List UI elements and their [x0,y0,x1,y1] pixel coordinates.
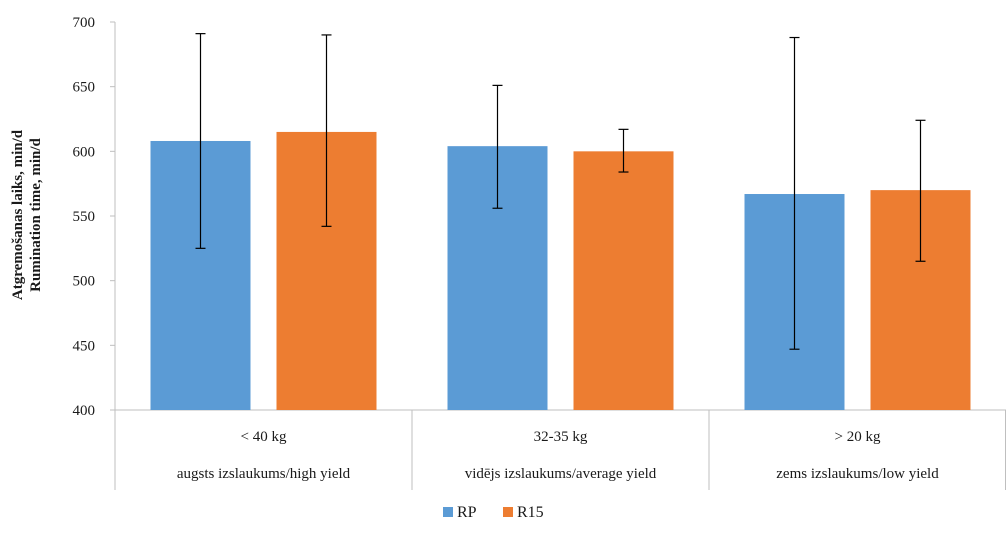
legend-label-r15: R15 [517,504,544,521]
y-axis-label-line-2: Rumination time, min/d [28,137,44,291]
legend: RP R15 [443,504,544,521]
category-group-label: zems izslaukums/low yield [776,466,939,482]
y-axis-label-line-1: Atgremošanas laiks, min/d [10,129,26,300]
legend-swatch-r15 [503,507,513,517]
category-range-label: < 40 kg [241,429,287,445]
category-range-label: 32-35 kg [534,429,588,445]
y-axis-label: Atgremošanas laiks, min/d Rumination tim… [10,129,44,300]
y-tick-label: 400 [73,403,96,419]
bar-r15 [574,151,674,410]
y-tick-label: 550 [73,209,96,225]
category-group-label: augsts izslaukums/high yield [177,466,351,482]
y-tick-label: 650 [73,80,96,96]
bars [151,132,971,410]
legend-swatch-rp [443,507,453,517]
y-tick-label: 450 [73,338,96,354]
y-tick-label: 600 [73,144,96,160]
category-range-label: > 20 kg [835,429,881,445]
y-tick-label: 500 [73,274,96,290]
y-tick-label: 700 [73,15,96,31]
category-group-label: vidējs izslaukums/average yield [465,466,657,482]
legend-label-rp: RP [457,504,477,521]
